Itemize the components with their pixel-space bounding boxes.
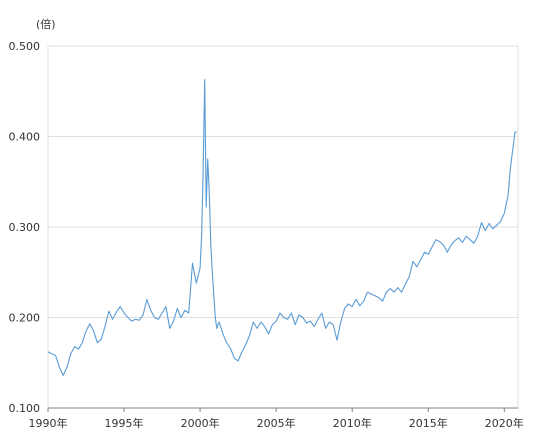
x-tick-label: 2000年 xyxy=(181,416,220,430)
x-tick-label: 2015年 xyxy=(409,416,448,430)
y-tick-label: 0.500 xyxy=(9,40,41,53)
x-tick-label: 2010年 xyxy=(333,416,372,430)
y-axis-unit-label: (倍) xyxy=(36,17,56,31)
y-tick-label: 0.100 xyxy=(9,402,41,415)
y-tick-label: 0.200 xyxy=(9,312,41,325)
series-line xyxy=(47,78,518,376)
x-tick-label: 2005年 xyxy=(257,416,296,430)
x-tick-label: 1990年 xyxy=(29,416,68,430)
x-tick-label: 1995年 xyxy=(105,416,144,430)
y-tick-label: 0.300 xyxy=(9,221,41,234)
y-tick-label: 0.400 xyxy=(9,131,41,144)
x-tick-label: 2020年 xyxy=(485,416,524,430)
series-layer xyxy=(47,78,518,376)
tick-label-layer: 0.100 0.200 0.300 0.400 0.500 1990年 1995年 2000年… xyxy=(9,40,524,430)
axis-layer xyxy=(47,45,519,412)
